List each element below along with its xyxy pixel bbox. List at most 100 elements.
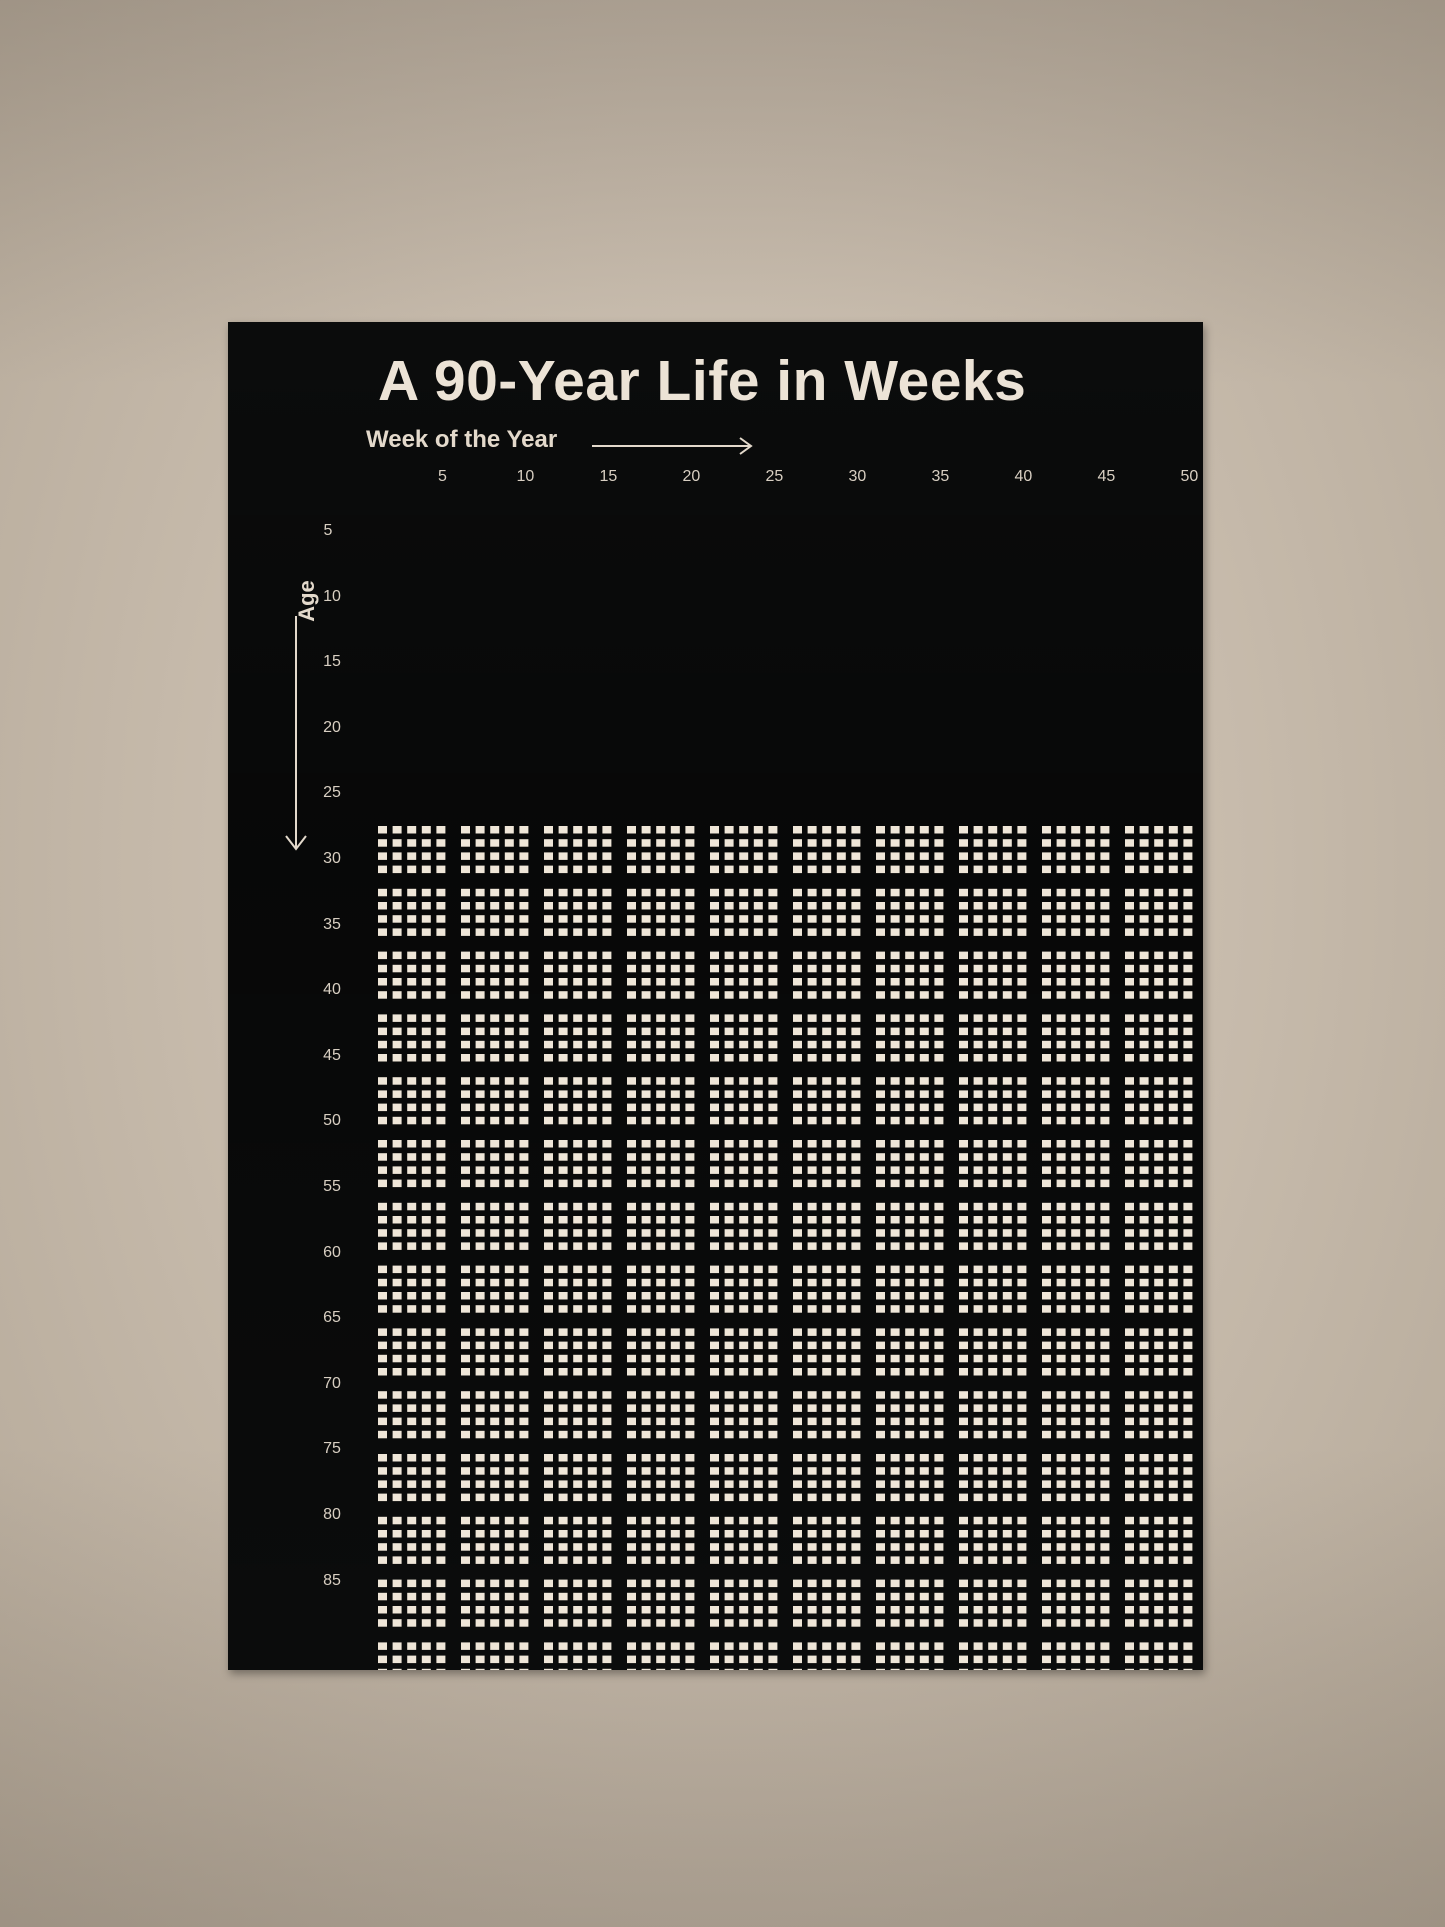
week-cell [558,1328,568,1336]
week-cell [587,1027,597,1036]
week-cell [1154,1391,1164,1399]
week-cell [739,1543,749,1551]
week-cell [685,991,695,999]
week-cell [807,1655,817,1664]
week-cell [627,1077,636,1085]
week-cell [1071,1103,1081,1112]
week-cell [504,1556,514,1564]
week-cell [710,1556,719,1564]
week-cell [1100,1179,1110,1188]
week-cell [934,1391,944,1399]
week-cell [1100,1454,1110,1462]
week-cell [768,1391,778,1399]
week-cell [544,964,553,973]
week-cell [573,1305,583,1313]
week-cell [573,1516,583,1525]
week-cell [558,1292,568,1300]
week-cell [934,1140,944,1148]
week-cell [378,1229,387,1237]
week-cell [1085,1229,1095,1237]
week-cell [602,1417,612,1426]
week-cell [768,839,778,847]
week-cell [504,839,514,847]
week-cell [504,1530,514,1538]
week-cell [919,1202,929,1211]
week-cell [793,1179,802,1188]
week-cell [1154,852,1164,860]
week-cell [656,1077,666,1085]
week-cell [1017,1040,1027,1049]
week-cell [558,1103,568,1112]
week-cell [753,902,763,910]
week-cell [919,1480,929,1488]
week-cell [519,865,529,874]
week-cell [959,1655,968,1664]
week-cell [1085,1480,1095,1488]
week-cell [1017,1077,1027,1085]
age-tick-5: 5 [323,522,333,539]
week-cell [1002,1103,1012,1112]
week-cell [641,915,651,923]
week-cell [836,1454,846,1462]
week-cell [919,1014,929,1022]
week-cell [602,1242,612,1250]
week-cell [436,964,446,973]
week-cell [656,928,666,936]
week-cell [822,1179,832,1188]
week-cell [851,1516,861,1525]
age-tick-55: 55 [323,1178,341,1195]
week-cell [392,1305,402,1313]
week-cell [461,1543,470,1551]
week-cell [490,1054,500,1062]
week-cell [807,1668,817,1670]
week-cell [641,928,651,936]
week-cell [959,1417,968,1426]
week-cell [768,1077,778,1085]
week-cell [1100,1556,1110,1564]
week-cell [934,964,944,973]
week-cell [1071,1040,1081,1049]
week-cell [1042,1391,1051,1399]
week-cell [378,1516,387,1525]
week-cell [1056,1153,1066,1161]
week-cell [890,1606,900,1614]
week-cell [670,928,680,936]
week-cell [973,1077,983,1085]
week-cell [421,1229,431,1237]
week-cell [378,1391,387,1399]
week-cell [602,1592,612,1601]
week-cell [959,1216,968,1224]
week-cell [1042,1579,1051,1588]
week-cell [1183,1179,1193,1188]
week-cell [544,1417,553,1426]
week-cell [519,1480,529,1488]
week-cell [656,1202,666,1211]
week-cell [1125,1229,1134,1237]
week-cell [1002,1278,1012,1287]
week-cell [421,1040,431,1049]
week-cell [1100,928,1110,936]
week-cell [724,1292,734,1300]
week-cell [836,1592,846,1601]
week-cell [836,1480,846,1488]
week-cell [890,902,900,910]
week-cell [407,852,417,860]
week-cell [378,1467,387,1475]
week-cell [1056,915,1066,923]
week-cell [656,1391,666,1399]
week-cell [475,1040,485,1049]
week-cell [587,1077,597,1085]
week-cell [836,1305,846,1313]
week-cell [1071,1292,1081,1300]
week-cell [753,1530,763,1538]
week-cell [822,915,832,923]
week-cell [959,1642,968,1650]
week-cell [739,1027,749,1036]
week-cell [793,1543,802,1551]
week-cell [1100,1354,1110,1363]
week-cell [587,915,597,923]
week-cell [1125,1642,1134,1650]
week-cell [1154,915,1164,923]
week-cell [959,1543,968,1551]
week-cell [1183,1090,1193,1098]
